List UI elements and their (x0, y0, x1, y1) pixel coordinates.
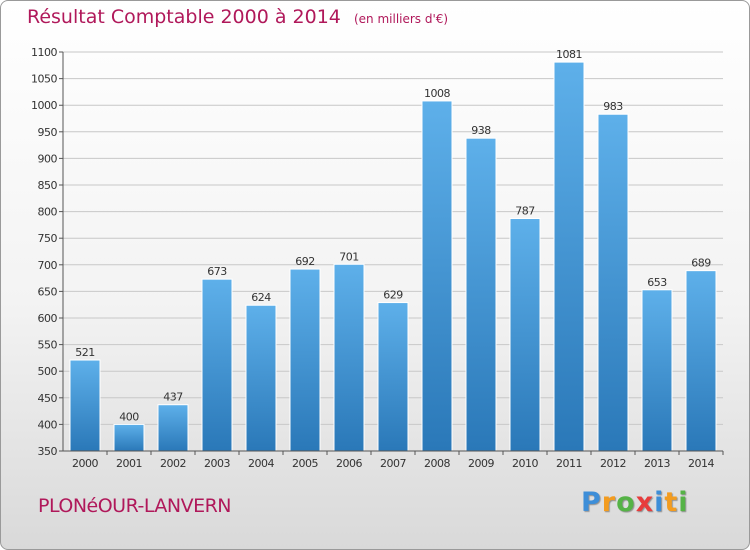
data-label: 1008 (424, 87, 450, 100)
y-tick-label: 900 (38, 152, 58, 165)
logo-letter: i (654, 487, 665, 518)
y-tick-label: 700 (38, 259, 58, 272)
bar (553, 61, 585, 452)
y-tick-label: 1050 (31, 73, 57, 86)
data-label: 673 (207, 265, 227, 278)
x-tick-label: 2005 (292, 457, 318, 470)
y-tick-label: 500 (38, 365, 58, 378)
logo-letter: P (581, 487, 602, 518)
y-tick-label: 1000 (31, 99, 57, 112)
y-tick-label: 1100 (31, 46, 57, 59)
data-label: 629 (383, 289, 403, 302)
x-tick-label: 2010 (512, 457, 538, 470)
bar (685, 270, 717, 452)
x-tick-label: 2001 (116, 457, 142, 470)
bar (509, 218, 541, 452)
bar (465, 137, 497, 452)
bar (597, 113, 629, 452)
bar (245, 304, 277, 452)
y-tick-label: 850 (38, 179, 58, 192)
data-label: 689 (691, 257, 711, 270)
data-label: 437 (163, 391, 183, 404)
x-tick-label: 2007 (380, 457, 406, 470)
bars (69, 61, 717, 452)
bar (421, 100, 453, 452)
y-tick-label: 650 (38, 285, 58, 298)
logo-letter: o (616, 487, 636, 518)
y-tick-label: 950 (38, 126, 58, 139)
y-tick-label: 350 (38, 445, 58, 458)
proxiti-logo: Proxiti (581, 487, 689, 518)
data-labels: 521 400 437 673 624 692 701 629 1008 938 787 1081 98… (75, 48, 711, 423)
y-tick-label: 750 (38, 232, 58, 245)
y-tick-label: 800 (38, 206, 58, 219)
data-label: 938 (471, 124, 491, 137)
data-label: 624 (251, 291, 271, 304)
logo-letter: r (601, 487, 617, 518)
data-label: 653 (647, 276, 667, 289)
data-label: 787 (515, 205, 535, 218)
x-tick-label: 2014 (688, 457, 714, 470)
place-name: PLONéOUR-LANVERN (38, 495, 232, 517)
data-label: 1081 (556, 48, 582, 61)
chart-title-block: Résultat Comptable 2000 à 2014 (en milli… (27, 6, 448, 28)
y-tick-label: 600 (38, 312, 58, 325)
x-tick-label: 2008 (424, 457, 450, 470)
x-tick-label: 2004 (248, 457, 274, 470)
x-tick-label: 2009 (468, 457, 494, 470)
data-label: 400 (119, 410, 139, 423)
data-label: 701 (339, 250, 359, 263)
bar (377, 302, 409, 452)
axes: 350 400 450 500 550 600 650 700 750 800 850 900 950 1… (31, 46, 724, 470)
y-tick-label: 450 (38, 392, 58, 405)
bar (289, 268, 321, 452)
chart-title: Résultat Comptable 2000 à 2014 (27, 6, 341, 28)
bar (201, 278, 233, 452)
logo-letter: t (664, 487, 679, 518)
y-tick-label: 550 (38, 339, 58, 352)
bar (333, 263, 365, 452)
data-label: 983 (603, 100, 623, 113)
bar (641, 289, 673, 452)
bar (69, 359, 101, 452)
logo-letter: x (635, 487, 655, 518)
bar (113, 423, 145, 452)
data-label: 521 (75, 346, 95, 359)
x-tick-label: 2013 (644, 457, 670, 470)
x-tick-label: 2012 (600, 457, 626, 470)
x-tick-label: 2000 (72, 457, 98, 470)
data-label: 692 (295, 255, 315, 268)
logo-letter: i (678, 487, 689, 518)
x-tick-label: 2002 (160, 457, 186, 470)
x-tick-label: 2011 (556, 457, 582, 470)
x-tick-label: 2003 (204, 457, 230, 470)
y-tick-label: 400 (38, 418, 58, 431)
bar (157, 404, 189, 452)
chart-unit-note: (en milliers d'€) (353, 12, 449, 26)
x-tick-label: 2006 (336, 457, 362, 470)
